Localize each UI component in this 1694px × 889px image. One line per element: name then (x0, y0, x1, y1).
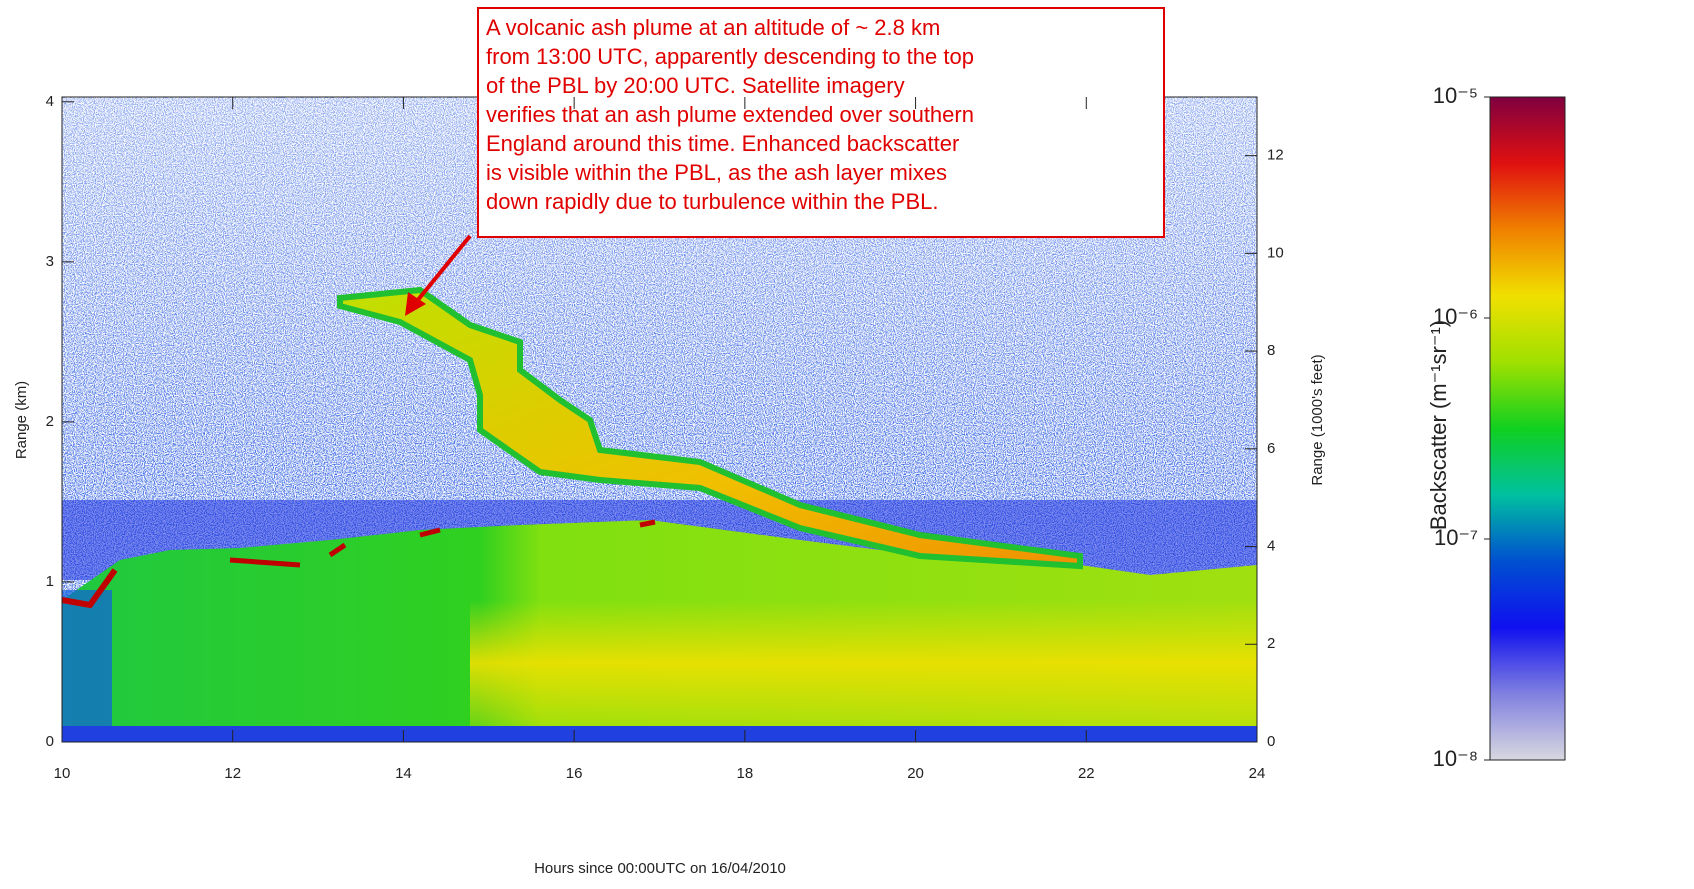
colorbar-tick-label: 10⁻⁸ (1433, 746, 1478, 771)
x-tick-label: 12 (224, 765, 241, 782)
annotation-line: down rapidly due to turbulence within th… (486, 189, 939, 214)
chart: A volcanic ash plume at an altitude of ~… (0, 0, 1694, 884)
y2-tick-label: 8 (1267, 342, 1275, 359)
y-tick-label: 1 (46, 573, 54, 590)
x-tick-label: 14 (395, 765, 412, 782)
y-tick-label: 2 (46, 413, 54, 430)
y2-tick-label: 0 (1267, 733, 1275, 750)
y-axis-label: Range (km) (13, 381, 30, 459)
annotation-line: from 13:00 UTC, apparently descending to… (486, 44, 974, 69)
y2-tick-label: 2 (1267, 635, 1275, 652)
colorbar (1490, 97, 1565, 760)
colorbar-tick-label: 10⁻⁵ (1433, 83, 1478, 108)
x-tick-label: 22 (1078, 765, 1095, 782)
colorbar-tick-label: 10⁻⁶ (1433, 304, 1478, 329)
colorbar-label: Backscatter (m⁻¹sr⁻¹) (1426, 320, 1451, 530)
y-tick-label: 0 (46, 733, 54, 750)
y2-tick-label: 6 (1267, 440, 1275, 457)
x-tick-label: 18 (737, 765, 754, 782)
annotation-line: England around this time. Enhanced backs… (486, 131, 959, 156)
y-tick-label: 4 (46, 93, 54, 110)
annotation-line: A volcanic ash plume at an altitude of ~… (486, 15, 940, 40)
annotation-line: is visible within the PBL, as the ash la… (486, 160, 947, 185)
annotation-line: verifies that an ash plume extended over… (486, 102, 974, 127)
colorbar-tick-label: 10⁻⁷ (1434, 525, 1478, 550)
y-tick-label: 3 (46, 253, 54, 270)
y2-tick-label: 4 (1267, 538, 1275, 555)
x-tick-label: 16 (566, 765, 583, 782)
x-tick-label: 20 (907, 765, 924, 782)
y2-tick-label: 10 (1267, 244, 1284, 261)
x-axis-label: Hours since 00:00UTC on 16/04/2010 (534, 860, 786, 877)
y2-tick-label: 12 (1267, 147, 1284, 164)
x-tick-label: 24 (1249, 765, 1266, 782)
y2-axis-label: Range (1000's feet) (1309, 354, 1326, 485)
annotation-line: of the PBL by 20:00 UTC. Satellite image… (486, 73, 905, 98)
x-tick-label: 10 (54, 765, 71, 782)
